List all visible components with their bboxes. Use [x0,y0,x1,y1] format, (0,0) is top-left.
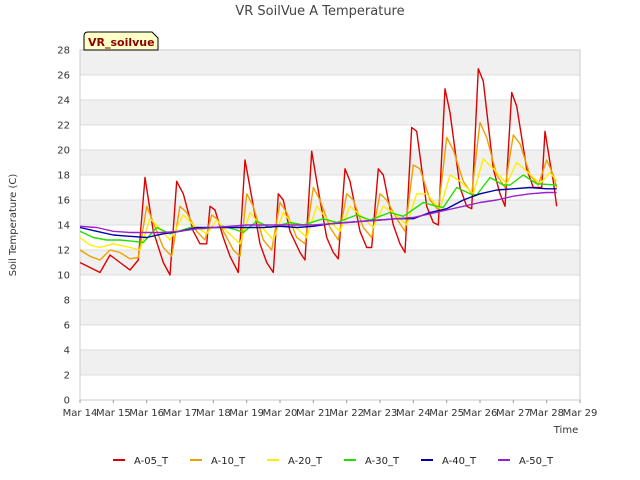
y-tick-label: 12 [57,246,70,257]
x-tick-label: Mar 25 [429,408,464,419]
y-tick-label: 2 [64,371,70,382]
grid-band [80,50,580,75]
legend-label: A-40_T [442,456,477,467]
x-tick-label: Mar 24 [396,408,431,419]
x-tick-label: Mar 17 [163,408,198,419]
series-line-a-50-t [79,191,557,234]
y-tick-label: 10 [57,271,70,282]
site-tag: VR_soilvue [83,31,159,51]
y-tick-label: 22 [57,121,70,132]
site-tag-label: VR_soilvue [88,36,155,49]
x-tick-label: Mar 18 [196,408,231,419]
legend-label: A-05_T [134,456,169,467]
legend-label: A-20_T [288,456,323,467]
x-tick-label: Mar 15 [96,408,131,419]
grid-band [80,250,580,275]
x-tick-label: Mar 26 [463,408,498,419]
y-axis-title: Soil Temperature (C) [8,174,19,277]
y-tick-label: 16 [57,196,70,207]
x-tick-label: Mar 27 [496,408,531,419]
legend-label: A-50_T [519,456,554,467]
x-tick-label: Mar 21 [296,408,331,419]
y-tick-label: 26 [57,71,70,82]
plot-frame [79,49,581,401]
x-tick-label: Mar 29 [563,408,598,419]
x-axis-title: Time [553,425,578,436]
y-tick-label: 28 [57,46,70,57]
y-tick-label: 4 [64,346,70,357]
y-tick-label: 24 [57,96,70,107]
x-tick-label: Mar 14 [63,408,98,419]
y-tick-label: 6 [64,321,70,332]
y-tick-label: 14 [57,221,70,232]
y-tick-label: 20 [57,146,70,157]
legend-label: A-10_T [211,456,246,467]
series-layer [79,68,558,276]
x-tick-label: Mar 28 [529,408,564,419]
y-tick-label: 0 [64,396,70,407]
grid-band [80,150,580,175]
legend-label: A-30_T [365,456,400,467]
grid-band [80,350,580,375]
y-tick-label: 18 [57,171,70,182]
chart-title: VR SoilVue A Temperature [235,4,404,19]
x-tick-label: Mar 20 [263,408,298,419]
grid-band [80,100,580,125]
y-tick-label: 8 [64,296,70,307]
series-line-a-05-t [79,68,558,276]
site-tag-box [83,31,159,51]
x-tick-label: Mar 23 [363,408,398,419]
x-tick-label: Mar 22 [329,408,364,419]
series-line-a-10-t [79,121,558,261]
x-tick-label: Mar 16 [129,408,164,419]
legend: A-05_T A-10_T A-20_T A-30_T A-40_T A-50_T [113,456,554,467]
grid-band [80,300,580,325]
series-line-a-20-t [79,158,558,251]
x-tick-label: Mar 19 [229,408,264,419]
